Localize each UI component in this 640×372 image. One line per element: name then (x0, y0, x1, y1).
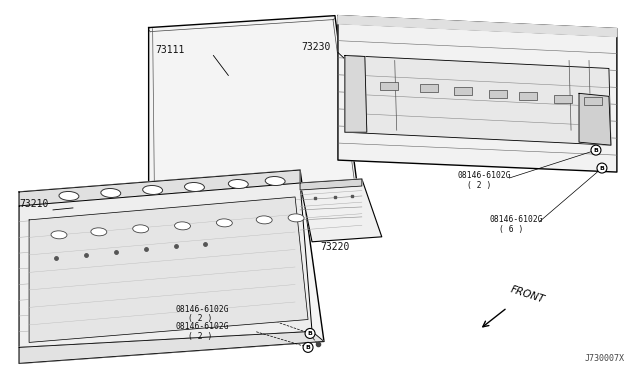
Circle shape (597, 163, 607, 173)
Ellipse shape (143, 186, 163, 195)
FancyBboxPatch shape (584, 97, 602, 105)
Text: 08146-6102G: 08146-6102G (175, 323, 229, 331)
Polygon shape (148, 16, 358, 210)
FancyBboxPatch shape (380, 82, 397, 90)
Text: B: B (308, 331, 312, 336)
Text: 73220: 73220 (320, 242, 349, 252)
Text: FRONT: FRONT (509, 284, 546, 305)
Circle shape (591, 145, 601, 155)
Ellipse shape (59, 192, 79, 201)
Ellipse shape (101, 189, 121, 198)
Text: J730007X: J730007X (585, 355, 625, 363)
Polygon shape (345, 55, 367, 132)
Ellipse shape (228, 180, 248, 189)
Ellipse shape (175, 222, 191, 230)
Text: ( 2 ): ( 2 ) (189, 314, 213, 324)
Polygon shape (338, 16, 617, 172)
Ellipse shape (216, 219, 232, 227)
Ellipse shape (184, 183, 204, 192)
Text: B: B (600, 166, 604, 171)
Text: 73230: 73230 (301, 42, 330, 51)
FancyBboxPatch shape (420, 84, 438, 92)
Polygon shape (345, 55, 611, 145)
Circle shape (303, 342, 313, 352)
Polygon shape (338, 16, 617, 36)
Ellipse shape (288, 214, 304, 222)
Text: 73111: 73111 (156, 45, 185, 55)
Polygon shape (19, 170, 324, 363)
Text: 08146-6102G: 08146-6102G (175, 305, 229, 314)
Text: 73210: 73210 (19, 199, 49, 209)
Polygon shape (579, 93, 611, 145)
Circle shape (305, 328, 315, 339)
Polygon shape (19, 331, 324, 363)
FancyBboxPatch shape (490, 90, 508, 98)
Text: ( 6 ): ( 6 ) (499, 225, 524, 234)
Ellipse shape (132, 225, 148, 233)
Text: ( 2 ): ( 2 ) (189, 333, 213, 341)
Polygon shape (29, 197, 308, 342)
Text: ( 2 ): ( 2 ) (467, 181, 492, 190)
Text: B: B (306, 345, 310, 350)
Polygon shape (19, 170, 300, 206)
Text: 08146-6102G: 08146-6102G (458, 171, 511, 180)
Ellipse shape (265, 177, 285, 186)
Ellipse shape (91, 228, 107, 236)
Ellipse shape (51, 231, 67, 239)
Polygon shape (300, 179, 362, 190)
Text: 08146-6102G: 08146-6102G (490, 215, 543, 224)
Ellipse shape (256, 216, 272, 224)
FancyBboxPatch shape (454, 87, 472, 95)
Polygon shape (300, 179, 382, 242)
Polygon shape (19, 183, 312, 347)
FancyBboxPatch shape (554, 95, 572, 103)
FancyBboxPatch shape (519, 92, 537, 100)
Text: B: B (593, 148, 598, 153)
